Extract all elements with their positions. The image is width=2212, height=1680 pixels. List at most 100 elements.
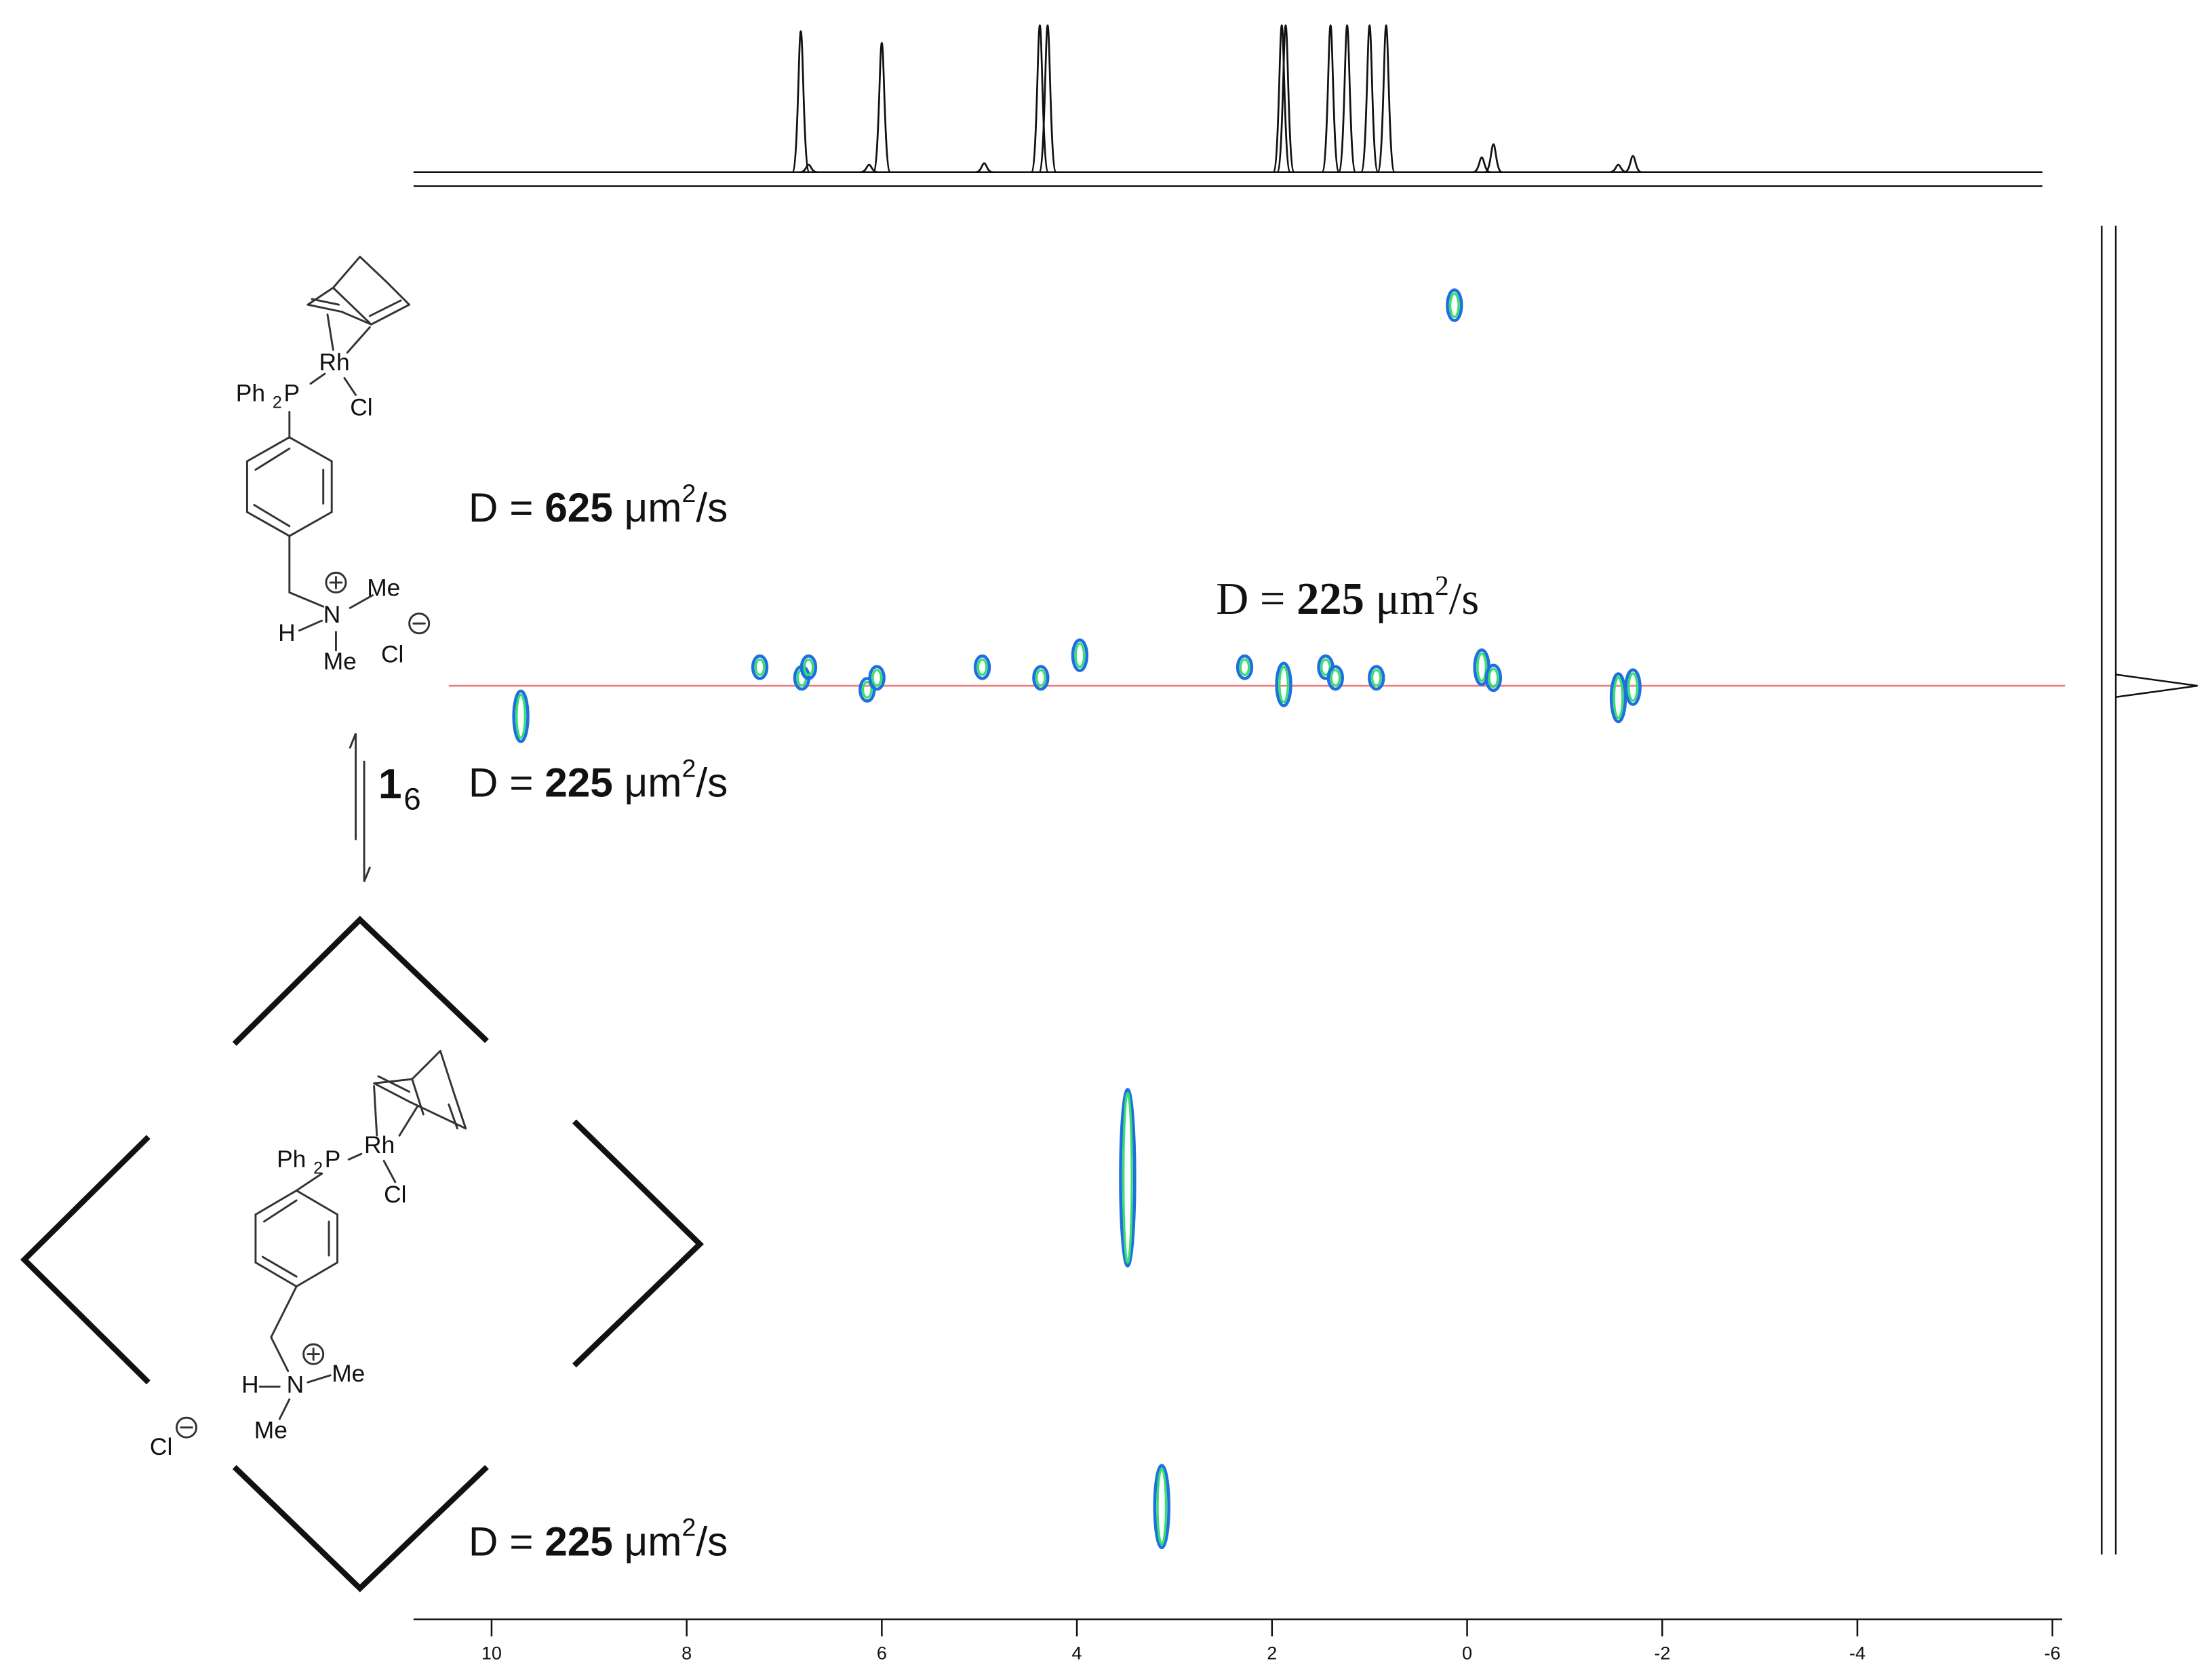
- charge-plus: [325, 571, 347, 593]
- label-value: 225: [545, 759, 613, 805]
- label-prefix: D =: [469, 1518, 545, 1564]
- cage-bracket: [20, 1135, 151, 1385]
- norbornadiene: [373, 1049, 467, 1130]
- contour: [1484, 663, 1503, 692]
- atom-label: Ph: [236, 380, 265, 407]
- charge-plus: [329, 576, 343, 589]
- projection-peak: [799, 163, 818, 174]
- atom-label: Ph: [277, 1146, 306, 1173]
- contour: [1609, 672, 1627, 724]
- cross-peak: [1153, 1464, 1170, 1550]
- cross-peak: [1368, 665, 1385, 691]
- label-unit: μm: [613, 484, 682, 530]
- label-unit: μm: [1364, 574, 1435, 624]
- bonds: [258, 1285, 332, 1420]
- contour-inner: [976, 658, 988, 676]
- atom-label: 2: [273, 393, 282, 412]
- contour: [1368, 665, 1385, 691]
- projection-peak: [791, 30, 810, 174]
- contour-inner: [1156, 1468, 1168, 1546]
- label-prefix: D =: [469, 484, 545, 530]
- projection-peak: [872, 42, 892, 174]
- charge-minus: [408, 612, 431, 635]
- cross-peak: [1484, 663, 1503, 692]
- x-tick-label: -2: [1654, 1643, 1670, 1664]
- cross-peak: [1446, 288, 1463, 322]
- atom-label: Me: [332, 1361, 365, 1387]
- contour: [512, 689, 530, 743]
- x-tick-label: 10: [481, 1643, 502, 1664]
- label-sup: 2: [682, 1512, 696, 1541]
- contour-inner: [1320, 658, 1331, 676]
- contour: [1446, 288, 1463, 322]
- x-tick-label: 6: [877, 1643, 887, 1664]
- charge-plus: [302, 1343, 325, 1365]
- bonds: [288, 534, 374, 652]
- cross-peak: [1624, 668, 1642, 706]
- contour: [1326, 665, 1345, 691]
- atom-label: N: [323, 602, 341, 628]
- cage-bracket: [232, 1464, 489, 1593]
- cross-peak: [1275, 661, 1292, 707]
- projection-peak: [1038, 24, 1057, 174]
- label-sup: 2: [1435, 570, 1449, 601]
- cross-peak: [1609, 672, 1627, 724]
- cross-peak: [512, 689, 530, 743]
- projection-peak: [1624, 155, 1642, 174]
- cross-peak: [1236, 654, 1254, 680]
- contour-inner: [754, 658, 766, 676]
- label-sup: 2: [682, 754, 696, 782]
- contour: [751, 654, 769, 680]
- diffusion-label: D = 625 μm2/s: [469, 479, 728, 530]
- label-prefix: D =: [469, 759, 545, 805]
- projection-peak: [1360, 24, 1379, 174]
- projection-peak: [1321, 24, 1340, 174]
- x-tick-label: 8: [682, 1643, 692, 1664]
- benzene: [254, 1189, 338, 1288]
- cage-bracket: [572, 1119, 704, 1368]
- label-value: 625: [545, 484, 613, 530]
- contour-inner: [803, 658, 814, 676]
- cross-peak: [868, 665, 886, 691]
- atom-label: P: [325, 1146, 341, 1173]
- contour-inner: [861, 680, 873, 699]
- atom-label: Cl: [150, 1434, 172, 1460]
- charge-minus: [175, 1416, 198, 1439]
- label-unit: μm: [613, 1518, 682, 1564]
- projection-peak: [1473, 156, 1490, 174]
- contour: [868, 665, 886, 691]
- bonds: [288, 313, 371, 439]
- label-suffix: /s: [696, 1518, 728, 1564]
- atom-label: 2: [313, 1159, 323, 1178]
- contour-inner: [1488, 667, 1499, 688]
- cross-peak: [799, 654, 818, 680]
- cross-peak: [1326, 665, 1345, 691]
- projection-peak: [975, 162, 993, 174]
- contour: [973, 654, 991, 680]
- contour: [1032, 665, 1050, 691]
- norbornadiene: [307, 256, 411, 326]
- cross-peak: [973, 654, 991, 680]
- benzene: [245, 436, 333, 537]
- compound-count: 6: [403, 781, 420, 816]
- diffusion-label: D = 225 μm2/s: [1216, 570, 1479, 625]
- contour-inner: [1035, 669, 1046, 687]
- diffusion-label: D = 225 μm2/s: [469, 754, 728, 805]
- projection-peak: [1609, 163, 1627, 174]
- label-prefix: D =: [1216, 574, 1297, 624]
- atom-label: Cl: [384, 1181, 406, 1208]
- charge-plus: [307, 1347, 320, 1361]
- projection-peak: [1484, 143, 1503, 174]
- contour-inner: [871, 669, 883, 687]
- label-sup: 2: [682, 479, 696, 507]
- atom-label: Me: [367, 575, 400, 602]
- contour: [1071, 638, 1089, 672]
- contour-inner: [1613, 676, 1624, 720]
- contour: [1624, 668, 1642, 706]
- contour: [1153, 1464, 1170, 1550]
- label-suffix: /s: [696, 759, 728, 805]
- x-tick-label: 2: [1267, 1643, 1277, 1664]
- atom-label: Me: [254, 1417, 288, 1443]
- cross-peak: [1119, 1088, 1137, 1268]
- contour-inner: [1330, 669, 1341, 687]
